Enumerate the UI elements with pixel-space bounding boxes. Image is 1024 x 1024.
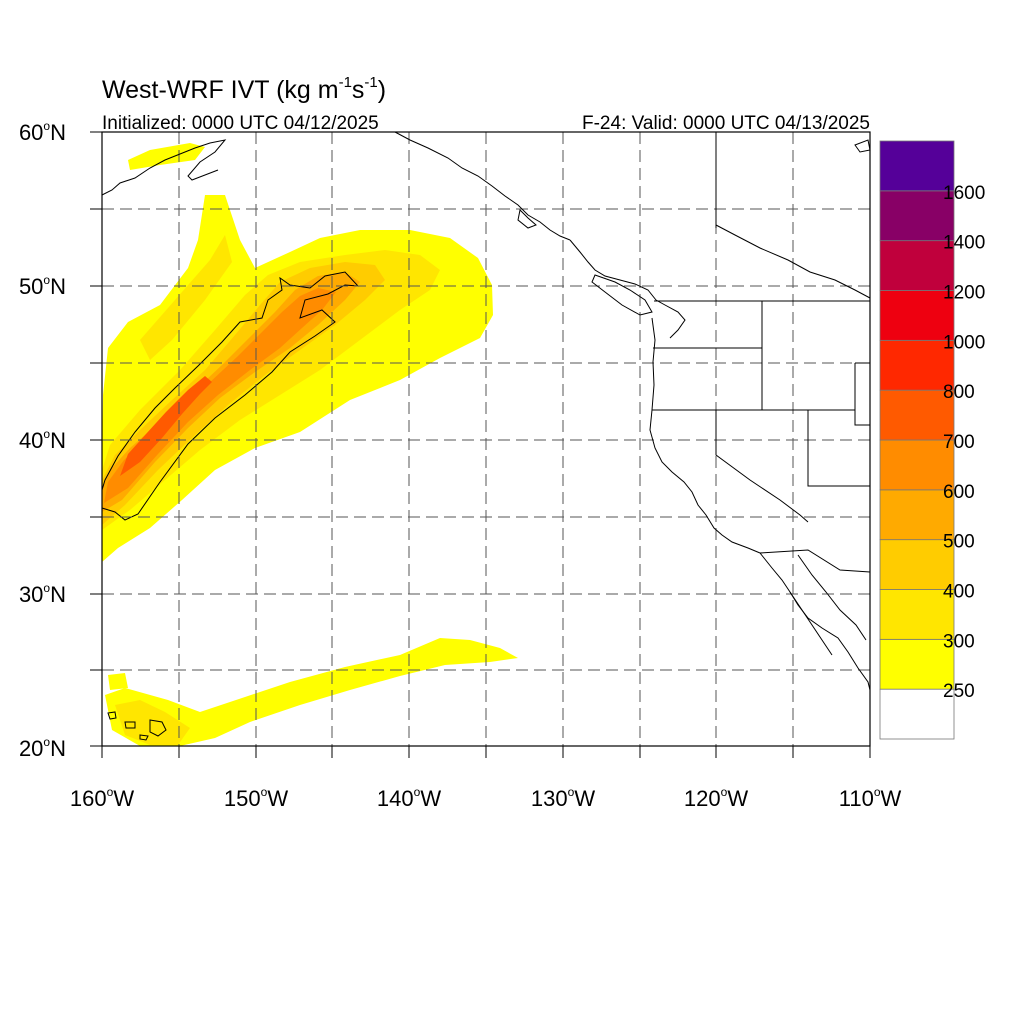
lat-label: 20oN [19, 735, 66, 761]
longitude-labels: 160oW 150oW 140oW 130oW 120oW 110oW [70, 785, 902, 811]
colorbar-label: 600 [943, 482, 975, 503]
hawaii-big-island [149, 719, 167, 737]
us-mexico-border [759, 549, 871, 573]
colorbar-label: 1000 [943, 332, 985, 353]
colorbar-swatch [879, 389, 955, 441]
lon-label: 120oW [684, 785, 748, 811]
hawaii-island-3 [139, 734, 149, 741]
graticule [102, 132, 870, 746]
hawaii-island-1 [107, 711, 117, 720]
ivt-600-band [104, 288, 336, 503]
lon-label: 160oW [70, 785, 134, 811]
colorbar-swatch [879, 190, 955, 242]
colorbar-swatch [879, 489, 955, 541]
nevada-california-border [715, 410, 809, 523]
init-time-label: Initialized: 0000 UTC 04/12/2025 [102, 113, 379, 134]
bc-coast [569, 239, 686, 339]
colorbar-swatch [879, 638, 955, 690]
ivt-shading [101, 143, 518, 746]
lon-label: 150oW [224, 785, 288, 811]
montana-wyoming-line [854, 362, 870, 426]
ivt-300-west-strip [140, 235, 232, 360]
latitude-labels: 60oN 50oN 40oN 30oN 20oN [19, 119, 66, 761]
map-panel [90, 131, 871, 758]
hawaii-island-2 [124, 721, 136, 729]
baja-interior-coast [789, 591, 833, 656]
lon-label: 140oW [377, 785, 441, 811]
pacific-northwest-coast [651, 317, 656, 411]
political-borders [652, 132, 871, 573]
colorbar-label: 250 [943, 681, 975, 702]
colorbar-label: 400 [943, 582, 975, 603]
ivt-250-southern-tail [108, 673, 128, 690]
valid-time-label: F-24: Valid: 0000 UTC 04/13/2025 [582, 113, 870, 134]
axis-ticks [90, 131, 871, 758]
canada-inland-coast [715, 224, 871, 299]
california-coast [649, 409, 761, 554]
gulf-of-california-coast [797, 554, 867, 641]
lat-label: 60oN [19, 119, 66, 145]
colorbar-label: 500 [943, 532, 975, 553]
colorbar-swatch [879, 688, 955, 740]
colorbar-swatch [879, 339, 955, 391]
lat-label: 50oN [19, 273, 66, 299]
colorbar-label: 1400 [943, 233, 985, 254]
colorbar: 250 300 400 500 600 700 800 1000 1200 1400 1600 [879, 140, 985, 740]
colorbar-label: 800 [943, 382, 975, 403]
ivt-250-northern-patch [128, 143, 205, 170]
chart-title: West-WRF IVT (kg m-1s-1) [102, 74, 386, 104]
colorbar-swatch [879, 439, 955, 491]
lon-label: 110oW [839, 785, 902, 811]
colorbar-label: 700 [943, 432, 975, 453]
ivt-700-core [120, 376, 212, 476]
lat-label: 40oN [19, 427, 66, 453]
colorbar-label: 1600 [943, 183, 985, 204]
baja-california-coast [759, 552, 871, 691]
idaho-nevada-line [807, 410, 870, 487]
lon-label: 130oW [531, 785, 595, 811]
se-alaska-islands [517, 208, 537, 229]
coastlines [101, 131, 871, 741]
colorbar-label: 300 [943, 631, 975, 652]
colorbar-label: 1200 [943, 283, 985, 304]
ivt-300-southern-core [115, 700, 190, 745]
lat-label: 30oN [19, 581, 66, 607]
colorbar-swatch [879, 240, 955, 291]
alaska-peninsula-coast [101, 139, 227, 196]
alaska-gulf-coast [394, 131, 571, 241]
ivt-300-band [102, 250, 440, 530]
colorbar-swatch [879, 140, 955, 192]
ivt-250-southern-band [105, 638, 518, 746]
vancouver-island [591, 274, 653, 316]
